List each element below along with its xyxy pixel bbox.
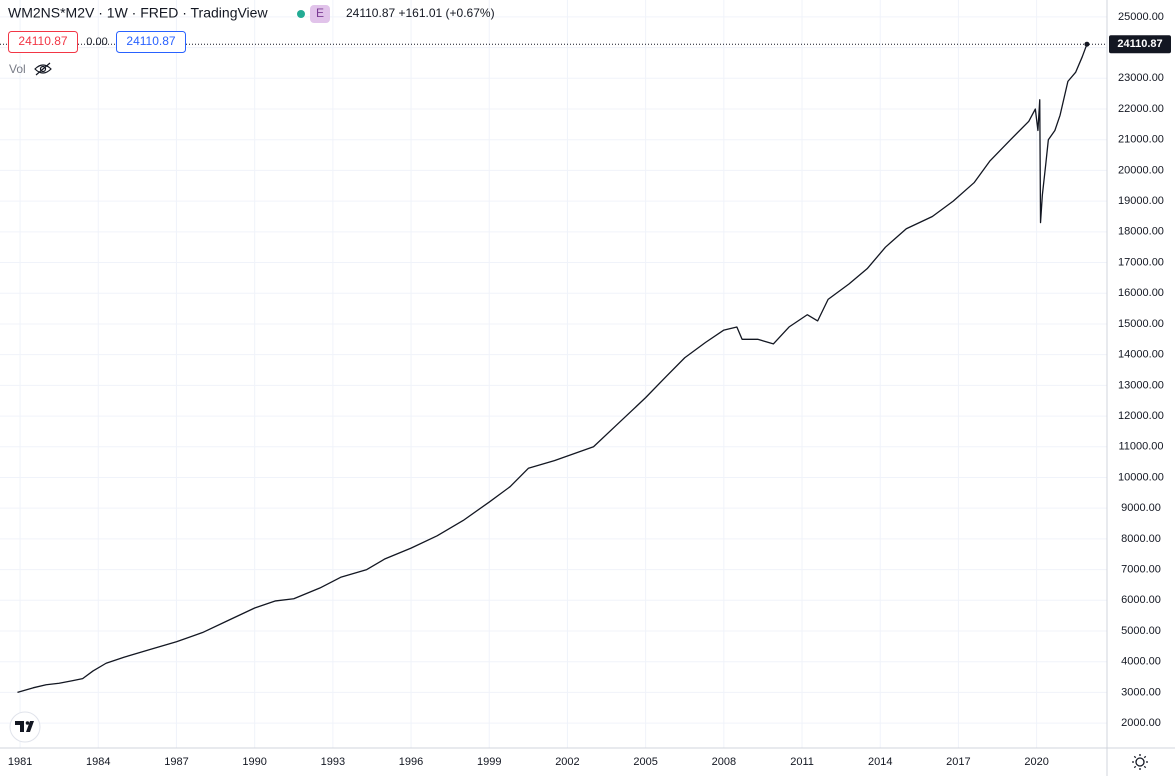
- y-tick-label: 12000.00: [1118, 410, 1164, 422]
- axes: 2000.00 3000.00 4000.00 5000.00 6000.00 7000.…: [8, 11, 1171, 768]
- y-tick-label: 17000.00: [1118, 256, 1164, 268]
- status-dot: [297, 10, 305, 18]
- badge-bg[interactable]: [310, 5, 330, 23]
- ask: 24110.87: [126, 34, 175, 48]
- y-tick-label: 14000.00: [1118, 349, 1164, 361]
- y-tick-label: 5000.00: [1121, 625, 1161, 637]
- badge: E: [316, 6, 324, 20]
- x-tick-label: 1996: [399, 756, 423, 768]
- y-tick-label: 8000.00: [1121, 533, 1161, 545]
- hide-icon[interactable]: [34, 62, 52, 76]
- y-tick-label: 20000.00: [1118, 164, 1164, 176]
- x-tick-label: 2020: [1024, 756, 1048, 768]
- x-tick-label: 1999: [477, 756, 501, 768]
- y-tick-label: 2000.00: [1121, 717, 1161, 729]
- x-tick-label: 2017: [946, 756, 970, 768]
- x-tick-label: 2014: [868, 756, 892, 768]
- y-tick-label: 21000.00: [1118, 134, 1164, 146]
- y-tick-label: 23000.00: [1118, 72, 1164, 84]
- y-tick-label: 15000.00: [1118, 318, 1164, 330]
- y-tick-label: 16000.00: [1118, 287, 1164, 299]
- last-price-label: 24110.87: [1117, 38, 1162, 50]
- x-tick-label: 1993: [321, 756, 345, 768]
- y-tick-label: 10000.00: [1118, 471, 1164, 483]
- grid: [0, 0, 1107, 748]
- volume-label: Vol: [9, 62, 26, 76]
- x-tick-label: 2011: [790, 756, 814, 768]
- x-tick-label: 2008: [712, 756, 736, 768]
- tv-logo[interactable]: [9, 711, 41, 743]
- x-tick-label: 2002: [555, 756, 579, 768]
- y-tick-label: 25000.00: [1118, 11, 1164, 23]
- y-tick-label: 4000.00: [1121, 656, 1161, 668]
- y-tick-label: 19000.00: [1118, 195, 1164, 207]
- y-tick-label: 9000.00: [1121, 502, 1161, 514]
- y-tick-label: 6000.00: [1121, 594, 1161, 606]
- plot: [0, 41, 1107, 694]
- y-tick-label: 11000.00: [1118, 441, 1163, 453]
- y-tick-label: 7000.00: [1121, 564, 1161, 576]
- spread: 0.00: [86, 36, 107, 48]
- last-price-box: [1109, 35, 1171, 54]
- bid: 24110.87: [18, 34, 67, 48]
- quote: 24110.87 +161.01 (+0.67%): [346, 6, 495, 20]
- y-tick-label: 13000.00: [1118, 379, 1164, 391]
- bid-box[interactable]: [8, 31, 78, 53]
- y-tick-label: 22000.00: [1118, 103, 1164, 115]
- series-line: [17, 43, 1088, 694]
- settings-icon[interactable]: [1132, 754, 1148, 770]
- ask-box[interactable]: [116, 31, 186, 53]
- symbol-title[interactable]: WM2NS*M2V · 1W · FRED · TradingView: [8, 5, 268, 21]
- last-point: [1084, 41, 1090, 47]
- x-tick-label: 2005: [633, 756, 657, 768]
- y-tick-label: 3000.00: [1121, 686, 1161, 698]
- x-tick-label: 1981: [8, 756, 32, 768]
- x-tick-label: 1990: [242, 756, 266, 768]
- x-tick-label: 1984: [86, 756, 110, 768]
- y-tick-label: 18000.00: [1118, 226, 1164, 238]
- x-tick-label: 1987: [164, 756, 188, 768]
